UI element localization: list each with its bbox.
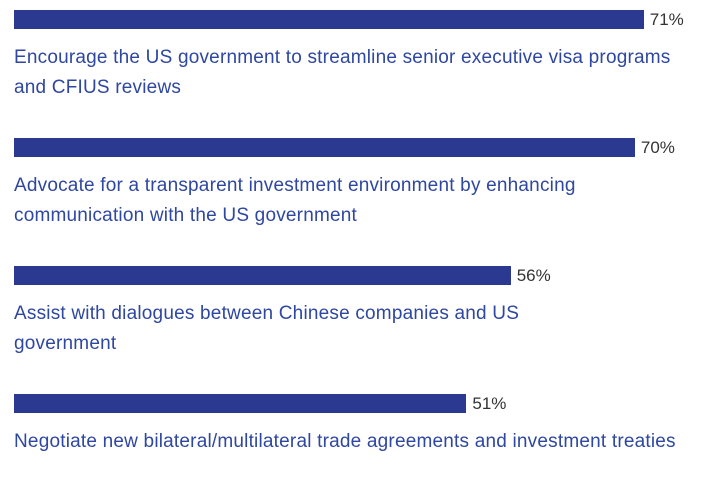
value-label: 51%: [472, 394, 507, 413]
category-label: Negotiate new bilateral/multilateral tra…: [14, 431, 676, 452]
category-label: Advocate for a transparent investment en…: [14, 175, 576, 226]
category-label: Assist with dialogues between Chinese co…: [14, 303, 520, 354]
value-label: 71%: [649, 10, 684, 29]
category-label: Encourage the US government to streamlin…: [14, 47, 671, 98]
bar: [14, 138, 635, 157]
bar: [14, 394, 467, 413]
bar: [14, 10, 644, 29]
value-label: 56%: [516, 266, 551, 285]
bar: [14, 266, 511, 285]
value-label: 70%: [640, 138, 675, 157]
